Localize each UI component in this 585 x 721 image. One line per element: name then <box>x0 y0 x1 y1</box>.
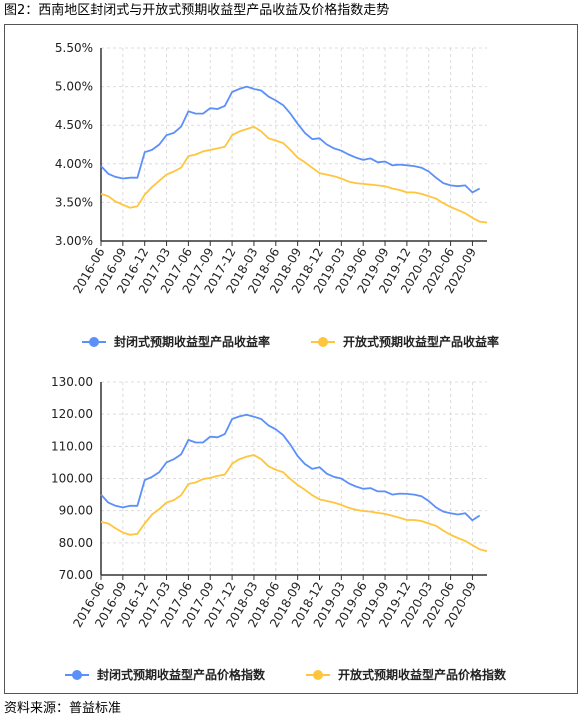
chart-1: 3.00%3.50%4.00%4.50%5.00%5.50%2016-06201… <box>55 41 499 349</box>
legend-label-2: 开放式预期收益型产品收益率 <box>343 334 499 349</box>
legend-label-1: 封闭式预期收益型产品价格指数 <box>97 667 266 682</box>
y-tick-label: 3.50% <box>55 195 93 209</box>
series-line-2 <box>100 125 488 224</box>
series-line-1 <box>100 413 481 522</box>
y-tick-label: 130.00 <box>51 375 93 389</box>
y-tick-label: 120.00 <box>51 407 93 421</box>
legend-label-2: 开放式预期收益型产品价格指数 <box>338 667 507 682</box>
legend-marker-1 <box>89 337 99 347</box>
y-tick-label: 4.00% <box>55 157 93 171</box>
y-tick-label: 110.00 <box>51 439 93 453</box>
y-tick-label: 80.00 <box>59 536 93 550</box>
series-line-2 <box>100 454 488 553</box>
legend-marker-2 <box>313 670 323 680</box>
chart-2: 70.0080.0090.00100.00110.00120.00130.002… <box>51 375 507 682</box>
source-note: 资料来源：普益标准 <box>4 701 122 716</box>
legend-label-1: 封闭式预期收益型产品收益率 <box>114 334 270 349</box>
y-tick-label: 4.50% <box>55 118 93 132</box>
figure-title: 图2：西南地区封闭式与开放式预期收益型产品收益及价格指数走势 <box>4 3 390 18</box>
y-tick-label: 5.00% <box>55 80 93 94</box>
y-tick-label: 3.00% <box>55 234 93 248</box>
legend-marker-1 <box>72 670 82 680</box>
legend-marker-2 <box>318 337 328 347</box>
series-line-1 <box>100 85 481 194</box>
y-tick-label: 5.50% <box>55 41 93 55</box>
y-tick-label: 70.00 <box>59 568 93 582</box>
chart-frame <box>4 24 578 694</box>
y-tick-label: 90.00 <box>59 504 93 518</box>
y-tick-label: 100.00 <box>51 472 93 486</box>
